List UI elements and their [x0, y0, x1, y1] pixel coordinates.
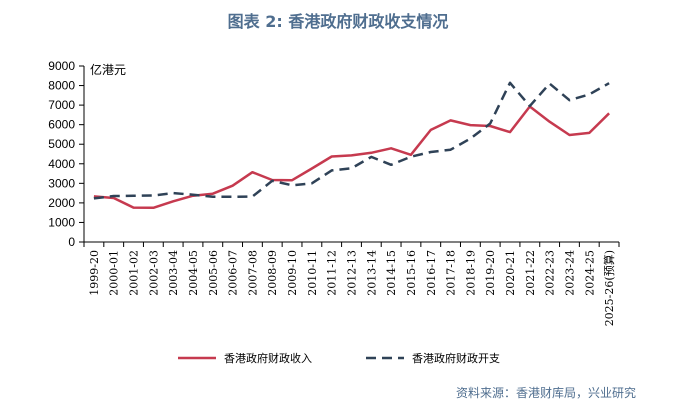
- legend: 香港政府财政收入 香港政府财政开支: [178, 351, 500, 365]
- x-tick-label: 2015-16: [405, 250, 418, 296]
- source-note: 资料来源：香港财库局，兴业研究: [455, 386, 636, 400]
- x-tick-label: 2001-02: [128, 250, 141, 296]
- x-tick-label: 2003-04: [167, 250, 180, 296]
- x-tick-label: 1999-20: [88, 250, 101, 296]
- y-tick-label: 7000: [48, 98, 75, 112]
- x-tick-label: 2018-19: [464, 250, 477, 296]
- y-tick-label: 6000: [48, 118, 75, 132]
- y-tick-label: 0: [68, 235, 75, 249]
- x-tick-label: 2025-26(预算): [602, 250, 616, 326]
- y-tick-label: 9000: [48, 59, 75, 73]
- y-tick-label: 2000: [48, 196, 75, 210]
- y-tick-label: 4000: [48, 157, 75, 171]
- x-axis: 1999-20 2000-01 2001-02 2002-03 2003-04 2004-…: [83, 241, 620, 326]
- x-tick-label: 2021-22: [524, 250, 537, 296]
- y-axis-label: 亿港元: [90, 62, 126, 77]
- legend-label: 香港政府财政收入: [224, 351, 312, 365]
- x-tick-label: 2016-17: [425, 250, 438, 296]
- x-tick-label: 2020-21: [504, 250, 517, 296]
- x-tick-label: 2014-15: [385, 250, 398, 296]
- x-tick-label: 2007-08: [246, 250, 259, 296]
- x-tick-label: 2023-24: [563, 250, 576, 296]
- series-line-expenditure: [93, 81, 610, 200]
- x-tick-label: 2024-25: [583, 250, 596, 296]
- x-tick-label: 2011-12: [326, 250, 339, 296]
- x-tick-label: 2005-06: [207, 250, 220, 296]
- series-line-revenue: [93, 105, 610, 210]
- y-tick-label: 3000: [48, 176, 75, 190]
- legend-label: 香港政府财政开支: [412, 351, 500, 365]
- x-tick-label: 2006-07: [227, 250, 240, 296]
- x-tick-label: 2004-05: [187, 250, 200, 296]
- x-tick-label: 2019-20: [484, 250, 497, 296]
- y-tick-label: 8000: [48, 79, 75, 93]
- y-axis: 0 1000 2000 3000 4000 5000 6000 7000 8000 9000 亿港元: [48, 59, 126, 249]
- x-tick-label: 2010-11: [306, 250, 319, 296]
- x-tick-label: 2000-01: [108, 250, 121, 296]
- chart-title: 图表 2: 香港政府财政收支情况: [227, 12, 449, 31]
- x-tick-label: 2013-14: [365, 250, 378, 296]
- x-tick-label: 2012-13: [346, 250, 359, 296]
- series-group: [93, 81, 610, 210]
- x-tick-label: 2008-09: [266, 250, 279, 296]
- x-tick-label: 2002-03: [147, 250, 160, 296]
- y-tick-label: 1000: [48, 215, 75, 229]
- x-tick-label: 2009-10: [286, 250, 299, 296]
- x-tick-label: 2022-23: [544, 250, 557, 296]
- y-tick-label: 5000: [48, 137, 75, 151]
- x-tick-label: 2017-18: [445, 250, 458, 296]
